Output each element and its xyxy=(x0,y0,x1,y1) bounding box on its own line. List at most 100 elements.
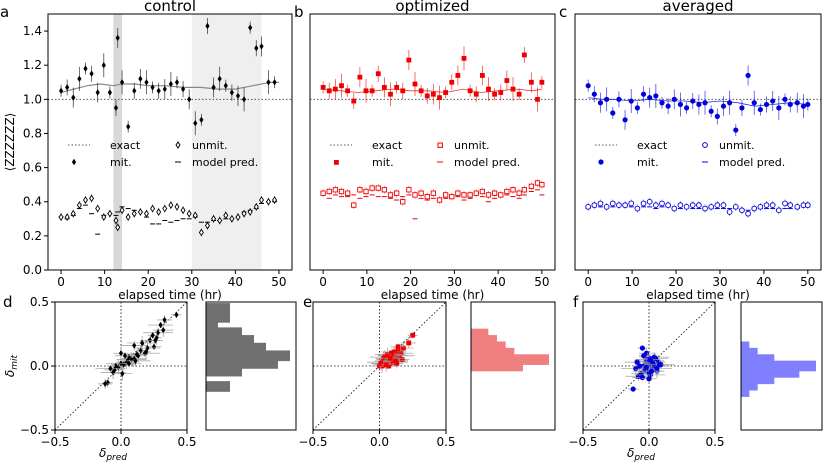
histogram-bar xyxy=(206,335,254,346)
unmit-point xyxy=(516,190,522,196)
unmit-point xyxy=(351,202,357,208)
unmit-point xyxy=(162,204,168,213)
data-point xyxy=(389,350,394,356)
correlation-panel-f: −0.5 0.0 0.5 δpred f xyxy=(568,293,823,463)
data-point xyxy=(641,353,647,359)
unmit-point xyxy=(491,190,498,196)
mit-point xyxy=(473,91,479,97)
unmit-point xyxy=(714,202,721,208)
unmit-point xyxy=(229,214,235,223)
mit-point xyxy=(479,73,485,78)
x-tick-label: 0.0 xyxy=(639,435,658,449)
x-tick-label: 10 xyxy=(359,275,374,289)
mit-point xyxy=(168,80,173,88)
x-tick-label: 0.0 xyxy=(370,435,389,449)
mit-point xyxy=(107,89,112,96)
mit-point xyxy=(628,98,634,104)
mit-point xyxy=(733,127,739,133)
x-tick-label: 0.5 xyxy=(705,435,724,449)
mit-point xyxy=(794,100,800,106)
unmit-point xyxy=(534,180,541,186)
unmit-point xyxy=(757,204,764,210)
data-point xyxy=(386,363,392,369)
legend-mit-label: mit. xyxy=(637,156,659,169)
legend-unmit-swatch xyxy=(175,141,181,149)
mit-point xyxy=(805,101,811,108)
unmit-point xyxy=(320,190,326,196)
panel-title: optimized xyxy=(395,0,469,15)
unmit-point xyxy=(461,192,467,198)
mit-point xyxy=(634,105,640,111)
unmit-point xyxy=(646,198,653,205)
unmit-point xyxy=(115,223,121,232)
mit-point xyxy=(504,78,510,83)
mit-point xyxy=(610,110,616,116)
mit-point xyxy=(510,86,516,92)
y-tick-label: 0.0 xyxy=(30,359,49,373)
x-axis-label-sub: pred xyxy=(105,453,127,463)
mit-point xyxy=(616,96,622,102)
mit-point xyxy=(388,91,393,97)
unmit-point xyxy=(125,213,131,221)
unmit-point xyxy=(82,196,88,204)
histogram-e xyxy=(470,301,556,431)
unmit-point xyxy=(485,192,492,198)
unmit-point xyxy=(528,183,535,190)
y-axis-label: ⟨ZZZZZZ⟩ xyxy=(3,113,17,172)
shaded-region xyxy=(113,14,123,270)
mit-point xyxy=(394,84,400,90)
mit-point xyxy=(150,84,155,91)
mit-point xyxy=(498,90,504,95)
unmit-point xyxy=(119,206,125,215)
mit-point xyxy=(776,105,782,111)
mit-point xyxy=(604,96,610,102)
mit-point xyxy=(528,79,534,85)
data-point xyxy=(654,365,660,372)
x-tick-label: 10 xyxy=(624,275,639,289)
unmit-point xyxy=(180,206,186,215)
unmit-point xyxy=(539,182,545,188)
data-point xyxy=(390,359,396,365)
mit-point xyxy=(467,88,473,94)
data-point xyxy=(634,359,640,365)
unmit-point xyxy=(455,190,461,196)
legend-exact-label: exact xyxy=(110,139,141,152)
unmit-point xyxy=(393,190,400,196)
legend-mit-swatch xyxy=(71,158,77,166)
unmit-point xyxy=(143,209,149,218)
x-axis-label: elapsed time (hr) xyxy=(381,288,485,302)
mit-point xyxy=(205,22,210,30)
mit-point xyxy=(320,84,326,90)
mit-point xyxy=(800,103,807,109)
mit-point xyxy=(193,120,198,127)
unmit-point xyxy=(247,208,253,216)
mit-point xyxy=(180,85,186,93)
unmit-point xyxy=(726,209,733,215)
mit-point xyxy=(144,79,149,86)
mit-point xyxy=(585,83,591,89)
x-tick-label: 30 xyxy=(712,275,727,289)
mit-point xyxy=(720,103,727,109)
mit-point xyxy=(751,100,757,106)
histogram-frame xyxy=(470,301,556,431)
x-tick-label: 0.5 xyxy=(436,435,455,449)
mit-point xyxy=(119,79,125,86)
mit-point xyxy=(89,70,94,77)
x-axis-label: δpred xyxy=(627,446,655,463)
y-tick-label: 0.5 xyxy=(30,295,49,309)
data-point xyxy=(395,348,401,354)
mit-point xyxy=(437,95,442,101)
mit-point xyxy=(708,108,714,114)
mit-point xyxy=(406,57,412,63)
panel-title: averaged xyxy=(663,0,734,15)
unmit-point xyxy=(150,204,156,213)
mit-point xyxy=(770,98,776,104)
unmit-point xyxy=(696,202,702,208)
mit-point xyxy=(77,75,82,83)
data-point xyxy=(383,362,389,368)
mit-point xyxy=(156,87,161,94)
mit-point xyxy=(400,88,406,94)
mit-point xyxy=(671,96,677,102)
data-point xyxy=(144,348,149,356)
